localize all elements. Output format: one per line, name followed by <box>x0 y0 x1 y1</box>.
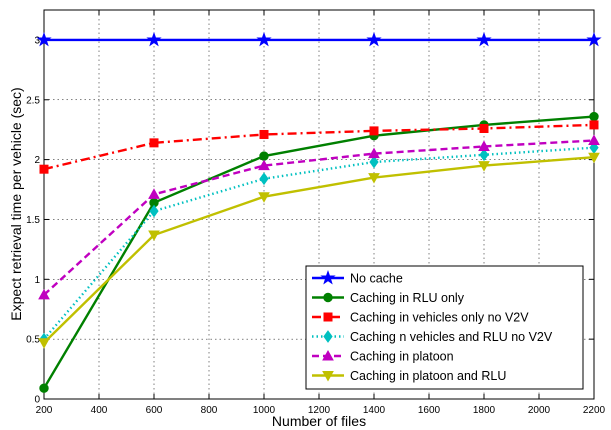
y-tick-label: 0.5 <box>26 335 40 346</box>
series-line <box>43 123 595 171</box>
axis-ticks: 200 400 600 800 1000 1200 1400 1600 1800 2000 2200… <box>26 10 606 416</box>
marker-circle <box>259 151 269 161</box>
marker-triangle-up <box>148 188 160 199</box>
series-0 <box>36 31 602 47</box>
marker-diamond <box>479 148 489 162</box>
legend-entry: Caching in RLU only <box>312 291 465 305</box>
marker-triangle-up <box>588 134 600 145</box>
legend-label: Caching in platoon <box>350 350 454 364</box>
legend-box <box>305 265 584 390</box>
legend-label: Caching in platoon and RLU <box>350 369 506 383</box>
marker-diamond <box>369 155 379 169</box>
marker-circle <box>39 383 49 393</box>
series-2 <box>39 120 599 174</box>
x-tick-label: 1800 <box>473 405 496 416</box>
x-tick-label: 800 <box>201 405 218 416</box>
y-tick-label: 0 <box>34 395 40 406</box>
marker-triangle-down <box>368 173 380 184</box>
x-axis-label: Number of files <box>272 413 366 429</box>
series-4 <box>38 134 600 300</box>
y-tick-label: 2 <box>34 155 40 166</box>
marker-triangle-down <box>322 371 334 382</box>
marker-triangle-down <box>588 152 600 164</box>
x-tick-label: 2000 <box>528 405 551 416</box>
marker-triangle-up <box>258 159 270 171</box>
marker-circle <box>589 111 599 122</box>
legend-entry: Caching in platoon <box>312 350 454 364</box>
legend-label: Caching in vehicles only no V2V <box>350 311 529 325</box>
marker-diamond <box>149 204 159 218</box>
y-tick-label: 1.5 <box>26 215 40 226</box>
marker-diamond <box>259 172 269 186</box>
marker-triangle-down <box>148 230 160 242</box>
y-axis-label: Expect retrieval time per vehicle (sec) <box>8 87 24 320</box>
series-line <box>43 156 595 344</box>
marker-square <box>323 312 333 322</box>
y-tick-label: 3 <box>34 35 40 46</box>
marker-triangle-down <box>258 192 270 203</box>
marker-triangle-down <box>38 338 50 349</box>
marker-square <box>39 164 49 174</box>
y-tick-label: 2.5 <box>26 95 40 106</box>
legend-entry: Caching in vehicles only no V2V <box>312 311 529 325</box>
marker-triangle-up <box>368 147 380 159</box>
x-tick-label: 1400 <box>363 405 386 416</box>
x-tick-label: 1000 <box>253 405 276 416</box>
marker-triangle-up <box>322 349 334 361</box>
legend: No cache Caching in RLU only Caching in ve… <box>305 265 584 390</box>
marker-circle <box>323 292 333 303</box>
marker-star <box>320 269 336 285</box>
marker-square <box>589 120 599 130</box>
marker-star <box>476 31 492 47</box>
marker-diamond <box>323 330 333 343</box>
legend-label: Caching n vehicles and RLU no V2V <box>350 330 553 344</box>
marker-star <box>586 31 602 47</box>
series-layer <box>36 31 602 393</box>
x-tick-label: 200 <box>36 405 53 416</box>
marker-star <box>256 31 272 47</box>
marker-star <box>36 31 52 47</box>
x-tick-label: 2200 <box>583 405 606 416</box>
x-tick-label: 600 <box>146 405 163 416</box>
y-tick-label: 1 <box>34 275 40 286</box>
legend-entry: Caching n vehicles and RLU no V2V <box>312 330 553 344</box>
marker-triangle-down <box>478 161 490 172</box>
legend-label: No cache <box>350 272 403 286</box>
marker-star <box>366 31 382 47</box>
marker-square <box>369 126 379 136</box>
series-line <box>43 139 595 296</box>
legend-entry: No cache <box>312 269 403 286</box>
legend-entry: Caching in platoon and RLU <box>312 369 506 383</box>
x-tick-label: 1600 <box>418 405 441 416</box>
series-5 <box>38 152 600 349</box>
series-line <box>43 146 595 340</box>
marker-square <box>479 123 489 133</box>
marker-star <box>146 31 162 47</box>
marker-triangle-up <box>478 140 490 151</box>
marker-square <box>149 138 159 148</box>
marker-square <box>259 129 269 139</box>
marker-triangle-up <box>38 288 50 300</box>
legend-label: Caching in RLU only <box>350 291 465 305</box>
x-tick-label: 400 <box>91 405 108 416</box>
x-tick-label: 1200 <box>308 405 331 416</box>
